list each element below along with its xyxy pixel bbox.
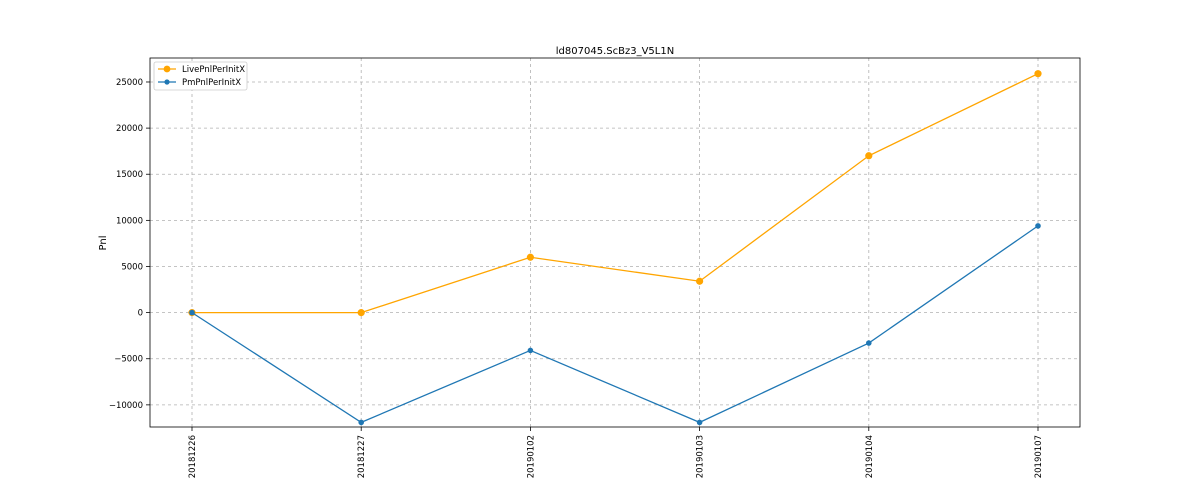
- series-line-live: [192, 73, 1039, 314]
- y-tick-label: −10000: [109, 401, 143, 411]
- data-point-pm: [696, 419, 703, 426]
- y-axis-label: Pnl: [98, 236, 109, 251]
- data-point-live: [696, 277, 704, 285]
- x-tick-label: 20190107: [1034, 435, 1044, 478]
- y-tick-label: 0: [138, 309, 143, 319]
- x-tick-label: 20190102: [526, 435, 536, 478]
- data-point-pm: [358, 419, 365, 426]
- x-axis: 20181226 20181227 20190102 20190103 20190104…: [188, 427, 1044, 478]
- x-tick-label: 20190104: [865, 435, 875, 478]
- legend-marker-pm: [164, 79, 170, 85]
- y-axis: −10000 −5000 0 5000 10000 15000 20000 25000: [109, 78, 150, 411]
- legend-marker-live: [163, 65, 171, 73]
- chart-title: ld807045.ScBz3_V5L1N: [556, 46, 674, 57]
- data-point-pm: [189, 309, 195, 316]
- series-line-pm: [191, 225, 1039, 424]
- data-point-pm: [866, 340, 872, 346]
- grid: [150, 58, 1080, 427]
- y-tick-label: −5000: [114, 355, 143, 365]
- legend-label-live: LivePnlPerInitX: [182, 65, 245, 75]
- y-tick-label: 5000: [121, 262, 143, 272]
- legend: LivePnlPerInitX PmPnlPerInitX: [153, 61, 248, 91]
- y-tick-label: 20000: [116, 124, 143, 134]
- plot-area-frame: [149, 57, 1081, 428]
- x-tick-label: 20181226: [188, 435, 198, 478]
- legend-label-pm: PmPnlPerInitX: [182, 78, 241, 88]
- x-tick-label: 20190103: [696, 435, 706, 478]
- y-tick-label: 10000: [116, 216, 143, 226]
- data-point-live: [526, 253, 535, 261]
- data-point-pm: [527, 347, 534, 354]
- y-tick-label: 15000: [116, 170, 143, 180]
- data-point-live: [357, 309, 365, 317]
- legend-box: [153, 61, 248, 91]
- data-point-live: [865, 152, 873, 160]
- y-tick-label: 25000: [116, 78, 143, 88]
- x-tick-label: 20181227: [357, 435, 367, 478]
- data-point-live: [1034, 70, 1042, 78]
- series-layer: [188, 70, 1042, 426]
- data-point-pm: [1035, 223, 1041, 229]
